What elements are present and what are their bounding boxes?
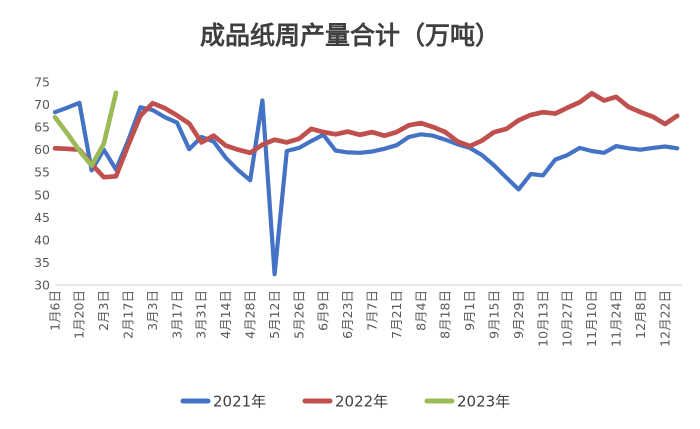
x-tick-label: 3月3日: [145, 290, 160, 331]
x-tick-label: 5月26日: [291, 290, 306, 339]
y-tick-label: 30: [34, 278, 50, 293]
chart-title: 成品纸周产量合计（万吨）: [200, 21, 500, 50]
x-tick-label: 8月18日: [438, 290, 453, 339]
x-tick-label: 9月29日: [511, 290, 526, 339]
y-tick-label: 35: [34, 255, 50, 270]
x-tick-label: 3月17日: [169, 290, 184, 339]
x-tick-label: 10月13日: [535, 290, 550, 347]
y-tick-label: 70: [34, 97, 50, 112]
x-tick-label: 4月28日: [243, 290, 258, 339]
y-tick-label: 50: [34, 187, 50, 202]
x-tick-label: 12月8日: [633, 290, 648, 339]
x-tick-label: 9月15日: [487, 290, 502, 339]
x-tick-label: 6月9日: [316, 290, 331, 331]
x-tick-label: 11月10日: [584, 290, 599, 347]
x-tick-label: 2月3日: [96, 290, 111, 331]
series-line-2023: [52, 90, 119, 168]
x-tick-label: 12月22日: [657, 290, 672, 347]
x-tick-label: 6月23日: [340, 290, 355, 339]
y-axis-tick-labels: 30 35 40 45 50 55 60 65 70 75: [34, 75, 50, 293]
legend: 2021年 2022年 2023年: [180, 393, 510, 411]
x-tick-label: 7月7日: [365, 290, 380, 331]
series-lines: [52, 90, 680, 277]
legend-label: 2021年: [213, 393, 266, 411]
x-tick-label: 2月17日: [121, 290, 136, 339]
x-tick-label: 7月21日: [389, 290, 404, 339]
legend-item-2022: 2022年: [302, 393, 388, 411]
x-tick-label: 4月14日: [218, 290, 233, 339]
legend-item-2021: 2021年: [180, 393, 266, 411]
x-tick-label: 1月20日: [72, 290, 87, 339]
series-line-2021: [52, 98, 680, 277]
y-tick-label: 60: [34, 142, 50, 157]
x-tick-label: 1月6日: [47, 290, 62, 331]
x-tick-label: 10月27日: [560, 290, 575, 347]
x-axis-tick-labels: 1月6日 1月20日 2月3日 2月17日 3月3日 3月17日 3月31日 4月14日 4月2…: [47, 290, 672, 347]
x-tick-label: 5月12日: [267, 290, 282, 339]
y-tick-label: 45: [34, 210, 50, 225]
y-tick-label: 55: [34, 165, 50, 180]
x-tick-label: 9月1日: [462, 290, 477, 331]
y-tick-label: 75: [34, 75, 50, 90]
legend-label: 2023年: [457, 393, 510, 411]
x-tick-label: 8月4日: [413, 290, 428, 331]
y-tick-label: 40: [34, 232, 50, 247]
legend-item-2023: 2023年: [424, 393, 510, 411]
series-line-2022: [52, 90, 680, 180]
legend-label: 2022年: [335, 393, 388, 411]
x-tick-label: 11月24日: [609, 290, 624, 347]
x-tick-label: 3月31日: [194, 290, 209, 339]
y-tick-label: 65: [34, 120, 50, 135]
